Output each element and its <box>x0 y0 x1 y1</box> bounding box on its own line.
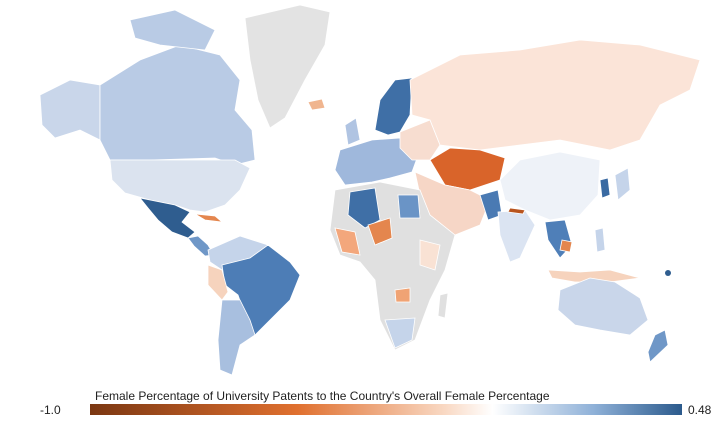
countries <box>40 5 700 375</box>
korea-japan <box>600 178 610 198</box>
cambodia <box>560 240 572 252</box>
canada-islands <box>130 10 215 50</box>
india <box>498 210 535 262</box>
legend-title: Female Percentage of University Patents … <box>95 389 550 403</box>
canada <box>100 45 255 165</box>
scandinavia <box>375 78 412 135</box>
southeast-asia <box>545 220 572 258</box>
australia <box>558 278 648 335</box>
uk <box>345 118 360 145</box>
cuba <box>195 214 222 222</box>
alaska <box>40 80 100 140</box>
japan <box>615 168 630 200</box>
legend-max: 0.48 <box>688 403 712 417</box>
egypt <box>398 195 420 218</box>
south-africa <box>385 318 415 348</box>
new-zealand <box>648 330 668 362</box>
iceland <box>308 99 325 110</box>
russia <box>410 40 700 150</box>
zambia <box>395 288 410 302</box>
legend: Female Percentage of University Patents … <box>40 389 712 417</box>
usa <box>110 160 250 212</box>
legend-min: -1.0 <box>40 403 61 417</box>
philippines <box>595 228 605 252</box>
pacific-island <box>665 270 671 276</box>
color-scale <box>90 404 682 415</box>
madagascar <box>438 293 448 318</box>
